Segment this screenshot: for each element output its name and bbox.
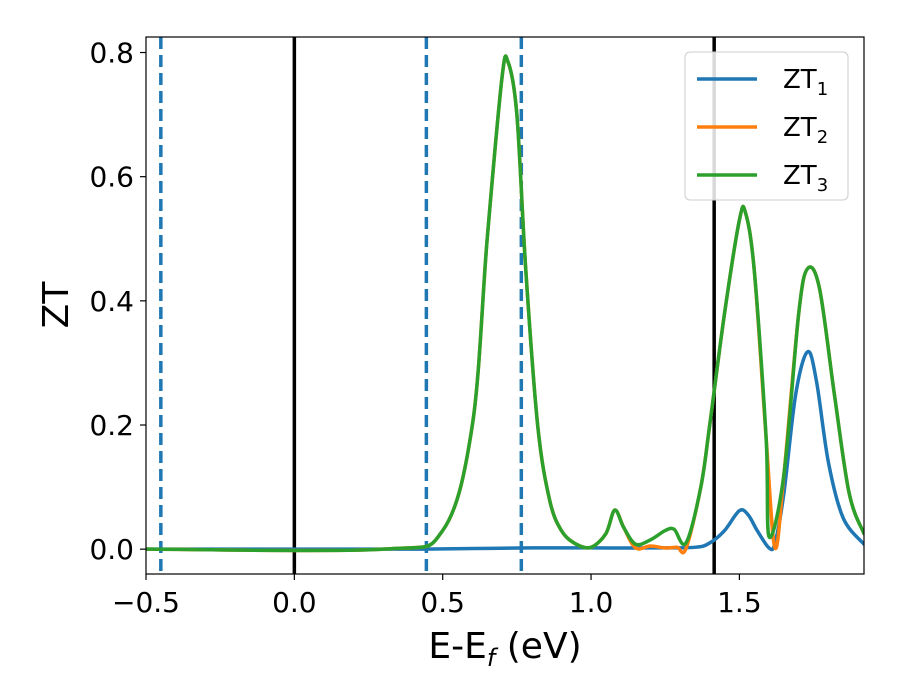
x-axis-ticks: −0.5 0.0 0.5 1.0 1.5 <box>112 574 762 619</box>
y-tick-label: 0.8 <box>89 37 134 70</box>
x-tick-label: 0.5 <box>420 586 465 619</box>
series-lines <box>146 54 864 555</box>
x-tick-label: 0.0 <box>272 586 317 619</box>
legend: ZT1 ZT2 ZT3 <box>684 51 849 201</box>
legend-label-zt1: ZT1 <box>783 65 828 100</box>
x-tick-label: 1.5 <box>717 586 762 619</box>
x-tick-label: −0.5 <box>112 586 180 619</box>
y-tick-label: 0.2 <box>89 409 134 442</box>
y-tick-label: 0.0 <box>89 533 134 566</box>
x-tick-label: 1.0 <box>569 586 614 619</box>
y-tick-label: 0.6 <box>89 161 134 194</box>
y-axis-ticks: 0.0 0.2 0.4 0.6 0.8 <box>89 37 146 566</box>
series-line-zt1 <box>146 349 864 552</box>
x-axis-title-suffix: (eV) <box>495 626 581 667</box>
x-axis-title: E-Ef (eV) <box>428 626 581 672</box>
y-axis-title: ZT <box>36 281 77 329</box>
plot-frame <box>145 36 865 575</box>
legend-label-zt3: ZT3 <box>783 161 828 196</box>
legend-box <box>684 51 849 201</box>
series-line-zt3 <box>146 54 864 553</box>
legend-label-zt2: ZT2 <box>783 113 828 148</box>
y-tick-label: 0.4 <box>89 285 134 318</box>
